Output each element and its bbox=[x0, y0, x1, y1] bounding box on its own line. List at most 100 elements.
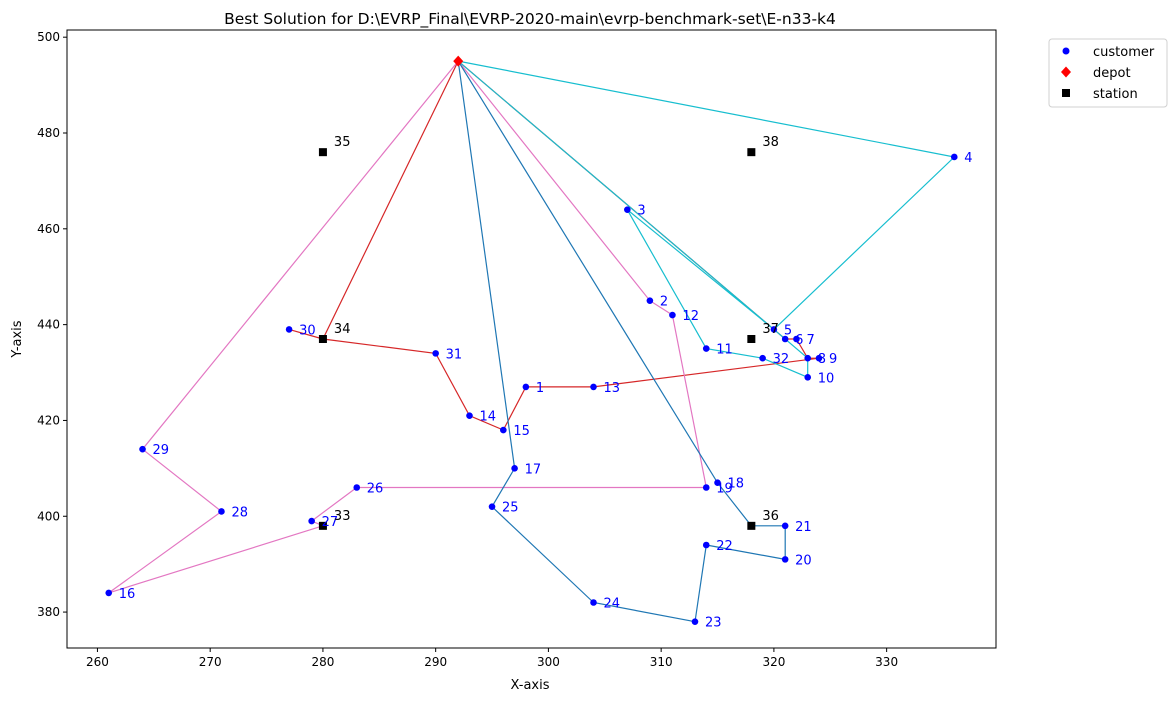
customer-point bbox=[590, 383, 597, 391]
y-tick-label: 480 bbox=[37, 126, 60, 140]
route-line-1 bbox=[288, 60, 820, 431]
y-tick-label: 400 bbox=[37, 509, 60, 523]
customer-point bbox=[308, 517, 315, 525]
customer-label: 31 bbox=[446, 347, 463, 362]
customer-point bbox=[522, 383, 530, 391]
legend-marker-depot bbox=[1061, 66, 1071, 78]
customer-label: 4 bbox=[964, 151, 972, 166]
route-line-2 bbox=[108, 60, 708, 594]
x-axis-label: X-axis bbox=[511, 678, 550, 693]
customer-label: 7 bbox=[806, 333, 814, 348]
customer-label: 5 bbox=[784, 323, 792, 338]
customer-point bbox=[500, 426, 507, 434]
station-point bbox=[747, 521, 756, 530]
customer-label: 29 bbox=[153, 443, 170, 458]
station-point bbox=[318, 148, 327, 157]
x-tick-label: 290 bbox=[424, 655, 447, 669]
customer-point bbox=[781, 556, 789, 563]
customer-label: 23 bbox=[705, 616, 722, 631]
station-point bbox=[318, 335, 327, 343]
customer-label: 17 bbox=[525, 462, 542, 477]
customer-label: 14 bbox=[479, 410, 496, 425]
customer-point bbox=[793, 335, 800, 343]
customer-label: 18 bbox=[728, 477, 745, 492]
station-label: 35 bbox=[334, 135, 351, 150]
customer-point bbox=[218, 508, 225, 515]
customer-label: 15 bbox=[513, 424, 530, 439]
station-point bbox=[747, 335, 756, 343]
x-tick-label: 280 bbox=[311, 655, 334, 669]
station-point bbox=[318, 521, 327, 530]
customer-point bbox=[466, 412, 473, 419]
customer-label: 20 bbox=[795, 553, 812, 568]
y-tick-label: 460 bbox=[37, 222, 60, 236]
customer-point bbox=[804, 354, 812, 362]
customer-label: 24 bbox=[604, 596, 621, 611]
customer-label: 16 bbox=[119, 587, 136, 602]
depot-point bbox=[453, 55, 464, 67]
station-label: 33 bbox=[334, 509, 351, 524]
customer-label: 28 bbox=[231, 505, 248, 520]
customer-point bbox=[624, 206, 631, 213]
customer-point bbox=[781, 335, 789, 343]
x-tick-label: 320 bbox=[762, 655, 785, 669]
markers bbox=[105, 55, 958, 625]
customer-point bbox=[105, 589, 113, 597]
customer-point bbox=[285, 326, 293, 333]
x-tick-label: 270 bbox=[199, 655, 222, 669]
x-tick-label: 310 bbox=[650, 655, 673, 669]
customer-point bbox=[950, 153, 958, 161]
customer-label: 27 bbox=[322, 515, 339, 530]
customer-point bbox=[353, 484, 361, 491]
plot-frame bbox=[66, 29, 997, 649]
customer-point bbox=[815, 354, 823, 362]
legend-label: customer bbox=[1093, 45, 1155, 60]
y-axis-ticks: 380 400 420 440 460 480 500 bbox=[37, 30, 67, 619]
customer-label: 6 bbox=[795, 333, 803, 348]
customer-label: 3 bbox=[637, 204, 645, 219]
customer-label: 1 bbox=[536, 381, 544, 396]
route-line-3 bbox=[457, 60, 956, 379]
customer-point bbox=[432, 350, 439, 357]
station-label: 34 bbox=[334, 322, 351, 337]
route-line-4 bbox=[457, 60, 786, 623]
customer-label: 19 bbox=[716, 482, 733, 497]
customer-label: 21 bbox=[795, 520, 812, 535]
station-label: 37 bbox=[762, 322, 779, 337]
y-tick-label: 420 bbox=[37, 413, 60, 427]
x-tick-label: 330 bbox=[875, 655, 898, 669]
customer-label: 9 bbox=[829, 352, 837, 367]
legend-frame bbox=[1048, 38, 1168, 108]
customer-point bbox=[702, 345, 710, 352]
station-point bbox=[747, 148, 756, 157]
customer-label: 25 bbox=[502, 501, 519, 516]
x-axis-ticks: 260 270 280 290 300 310 320 330 bbox=[86, 648, 898, 669]
customer-point bbox=[702, 541, 710, 549]
customer-point bbox=[511, 465, 518, 472]
x-tick-label: 260 bbox=[86, 655, 109, 669]
customer-label: 22 bbox=[716, 539, 733, 554]
station-label: 36 bbox=[762, 509, 779, 524]
customer-point bbox=[804, 374, 812, 381]
station-label: 38 bbox=[762, 135, 779, 150]
route-lines bbox=[108, 60, 956, 623]
customer-label: 13 bbox=[604, 381, 621, 396]
customer-label: 11 bbox=[716, 343, 733, 358]
customer-label: 2 bbox=[660, 295, 668, 310]
customer-point bbox=[702, 484, 710, 491]
y-tick-label: 440 bbox=[37, 318, 60, 332]
customer-label: 30 bbox=[299, 323, 316, 338]
legend-label: depot bbox=[1093, 66, 1131, 81]
legend-label: station bbox=[1093, 87, 1138, 102]
customer-point bbox=[646, 297, 654, 304]
legend: customer depot station bbox=[1048, 38, 1168, 108]
chart-title: Best Solution for D:\EVRP_Final\EVRP-202… bbox=[224, 10, 836, 29]
customer-point bbox=[590, 599, 597, 606]
customer-point bbox=[714, 479, 721, 487]
customer-label: 12 bbox=[682, 309, 699, 324]
x-tick-label: 300 bbox=[537, 655, 560, 669]
customer-point bbox=[770, 326, 778, 333]
customer-point bbox=[759, 354, 766, 362]
